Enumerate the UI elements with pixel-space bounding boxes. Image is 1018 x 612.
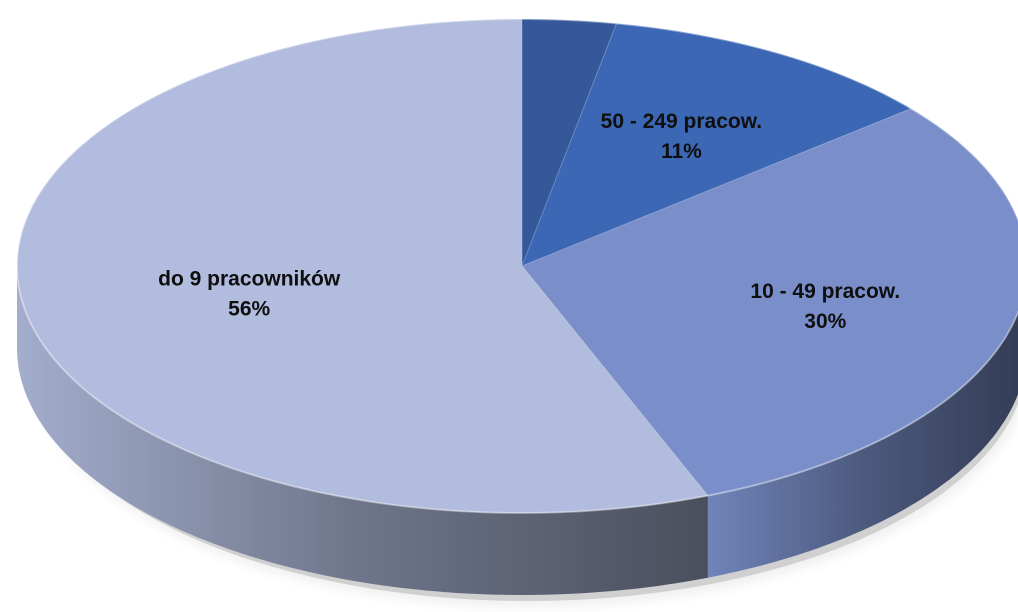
slice-value-label-2: 30% (804, 310, 846, 333)
pie-slice-side-3 (17, 266, 708, 595)
pie-rim-highlight (16, 18, 1018, 514)
slice-label-2: 10 - 49 pracow. 30% (750, 280, 900, 333)
pie-slice-2[interactable] (521, 108, 1018, 497)
slice-value-label-3: 56% (228, 298, 270, 321)
pie-top-surface (16, 18, 1018, 514)
pie-slice-3[interactable] (16, 18, 709, 514)
pie-slice-1[interactable] (521, 22, 913, 267)
slice-value-label-1: 11% (661, 140, 702, 163)
pie-slice-0[interactable] (521, 18, 618, 267)
slice-label-3: do 9 pracowników 56% (158, 268, 341, 321)
slice-category-label-2: 10 - 49 pracow. (750, 280, 900, 303)
pie-labels: 50 - 249 pracow. 11% 10 - 49 pracow. 30% do … (158, 110, 900, 333)
slice-category-label-1: 50 - 249 pracow. (601, 110, 762, 133)
slice-category-label-3: do 9 pracowników (158, 268, 341, 291)
slice-label-1: 50 - 249 pracow. 11% (601, 110, 762, 163)
pie-slice-side-2 (707, 312, 1018, 578)
pie-side-walls (17, 266, 1018, 595)
